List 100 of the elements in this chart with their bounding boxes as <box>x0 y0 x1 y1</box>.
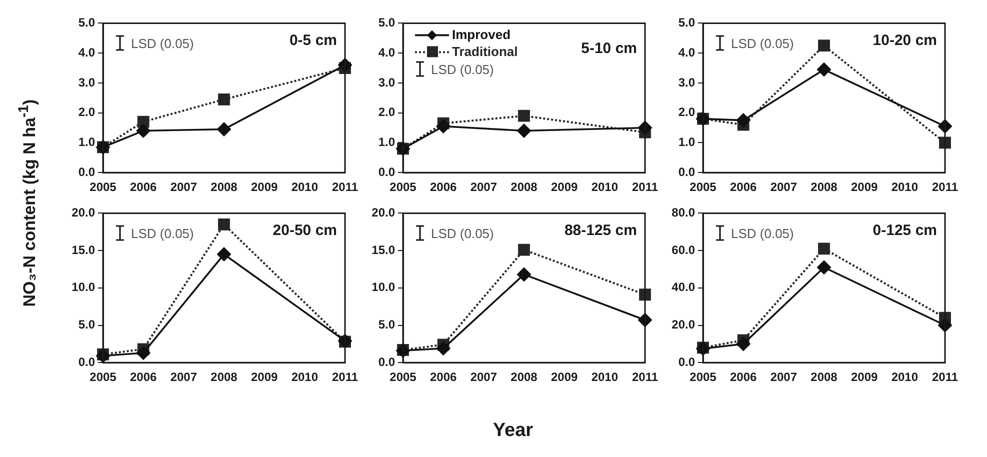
x-tick-label: 2009 <box>550 180 578 194</box>
y-tick-label: 3.0 <box>78 75 96 90</box>
y-tick-label: 4.0 <box>678 45 696 60</box>
point <box>436 119 450 134</box>
x-tick-label: 2011 <box>632 370 658 384</box>
x-axis-title: Year <box>492 420 534 442</box>
x-tick-label: 2009 <box>250 370 278 384</box>
x-tick-label: 2009 <box>850 180 878 194</box>
point <box>436 342 450 356</box>
x-tick-label: 2006 <box>130 370 158 384</box>
x-tick-label: 2011 <box>932 370 958 384</box>
point <box>517 268 531 282</box>
y-tick-label: 10.0 <box>372 280 396 294</box>
x-tick-label: 2008 <box>210 180 238 194</box>
point <box>817 260 831 274</box>
y-tick-label: 2.0 <box>678 105 696 120</box>
y-tick-label: 15.0 <box>372 242 396 257</box>
x-tick-label: 2008 <box>510 180 538 194</box>
point <box>136 346 150 360</box>
y-tick-label: 5.0 <box>78 16 96 30</box>
text: 0-5 cm <box>289 32 337 49</box>
y-tick-label: 5.0 <box>78 318 96 332</box>
x-tick-label: 2005 <box>690 370 717 384</box>
y-tick-label: 0.0 <box>378 164 396 179</box>
y-tick-label: 20.0 <box>672 318 696 332</box>
y-tick-label: 15.0 <box>72 242 96 257</box>
x-tick-label: 2005 <box>90 370 117 384</box>
point <box>818 242 830 255</box>
x-tick-label: 2005 <box>690 180 717 194</box>
x-tick-label: 2007 <box>470 180 498 194</box>
point <box>818 40 830 52</box>
y-tick-label: 4.0 <box>78 45 96 60</box>
y-tick-label: 20.0 <box>72 206 96 220</box>
y-tick-label: 1.0 <box>678 135 696 150</box>
x-tick-label: 2006 <box>130 180 158 194</box>
point <box>817 62 831 76</box>
y-tick-label: 0.0 <box>78 354 96 369</box>
x-tick-label: 2010 <box>591 370 618 384</box>
point <box>736 337 750 351</box>
x-tick-label: 2009 <box>550 370 578 384</box>
y-tick-label: 60.0 <box>672 242 696 257</box>
x-tick-label: 2011 <box>632 180 658 194</box>
annotation: LSD (0.05) <box>731 226 794 240</box>
x-tick-label: 2009 <box>250 180 278 194</box>
y-tick-label: 2.0 <box>78 105 96 120</box>
y-tick-label: 0.0 <box>78 164 96 179</box>
x-tick-label: 2008 <box>810 370 838 384</box>
annotation: LSD (0.05) <box>131 36 194 50</box>
x-tick-label: 2011 <box>332 370 358 384</box>
text: 88-125 cm <box>564 222 637 239</box>
legend-label: Improved <box>452 26 511 42</box>
point <box>518 244 530 256</box>
point <box>517 124 531 138</box>
x-tick-label: 2008 <box>210 370 238 384</box>
x-tick-label: 2005 <box>390 370 417 384</box>
point <box>518 110 530 122</box>
x-tick-label: 2006 <box>730 180 758 194</box>
x-tick-label: 2007 <box>170 180 198 194</box>
annotation: LSD (0.05) <box>431 226 494 240</box>
y-tick-label: 3.0 <box>378 75 396 90</box>
legend-label: Traditional <box>452 44 518 59</box>
x-tick-label: 2007 <box>770 180 798 194</box>
x-tick-label: 2007 <box>170 370 198 384</box>
x-tick-label: 2008 <box>510 370 538 384</box>
x-tick-label: 2010 <box>291 370 318 384</box>
x-tick-label: 2005 <box>90 180 117 194</box>
y-tick-label: 40.0 <box>672 280 696 294</box>
y-tick-label: 0.0 <box>378 354 396 369</box>
y-tick-label: 0.0 <box>678 354 696 369</box>
point <box>218 93 230 106</box>
x-tick-label: 2011 <box>332 180 358 194</box>
text: 5-10 cm <box>581 40 637 57</box>
x-tick-label: 2006 <box>430 180 458 194</box>
point <box>217 122 231 136</box>
x-tick-label: 2010 <box>891 370 918 384</box>
annotation: LSD (0.05) <box>131 226 194 240</box>
x-tick-label: 2007 <box>770 370 798 384</box>
text: 20-50 cm <box>272 222 337 239</box>
y-tick-label: 1.0 <box>378 135 396 150</box>
x-tick-label: 2007 <box>470 370 498 384</box>
x-tick-label: 2011 <box>932 180 958 194</box>
y-tick-label: 0.0 <box>678 164 696 179</box>
y-tick-label: 1.0 <box>78 135 96 150</box>
point <box>639 288 651 301</box>
y-tick-label: 5.0 <box>378 16 396 30</box>
y-tick-label: 5.0 <box>678 16 696 30</box>
y-tick-label: 2.0 <box>378 105 396 120</box>
y-tick-label: 5.0 <box>378 318 396 332</box>
point <box>217 247 231 262</box>
x-tick-label: 2009 <box>850 370 878 384</box>
y-tick-label: 80.0 <box>672 206 696 220</box>
text: 10-20 cm <box>872 32 937 49</box>
point <box>218 218 230 230</box>
annotation: LSD (0.05) <box>431 62 494 76</box>
x-tick-label: 2010 <box>891 180 918 194</box>
x-tick-label: 2010 <box>591 180 618 194</box>
x-tick-label: 2006 <box>730 370 758 384</box>
x-tick-label: 2008 <box>810 180 838 194</box>
x-tick-label: 2006 <box>430 370 458 384</box>
y-tick-label: 3.0 <box>678 75 696 90</box>
